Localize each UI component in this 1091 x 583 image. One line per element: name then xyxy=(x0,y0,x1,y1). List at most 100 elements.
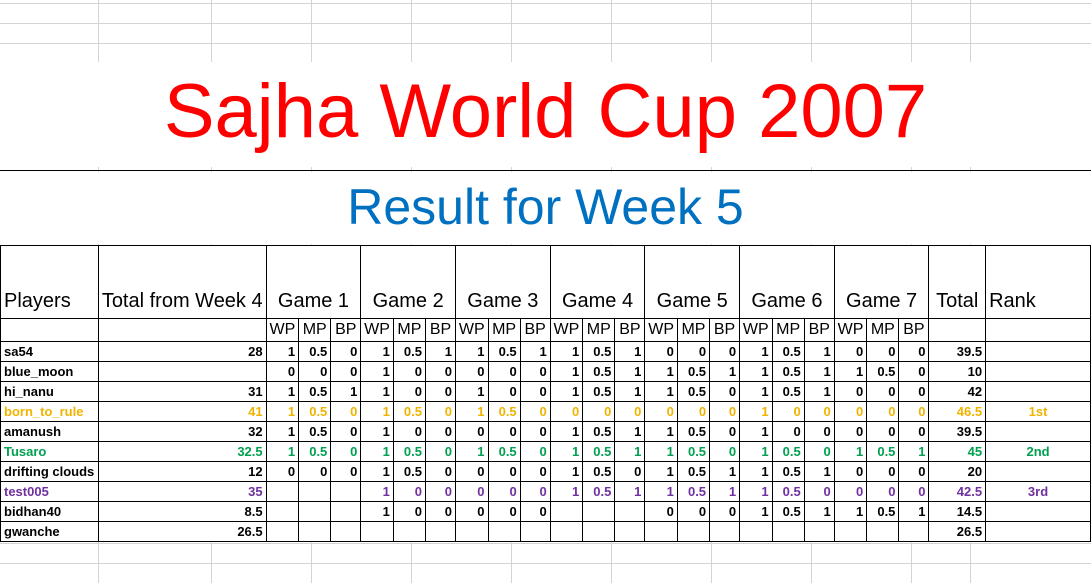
header-total[interactable]: Total xyxy=(928,245,987,319)
game-7-mp[interactable]: 0.5 xyxy=(866,501,900,522)
game-5-wp[interactable]: 0 xyxy=(644,341,678,362)
game-7-wp[interactable]: 0 xyxy=(833,381,868,402)
game-3-wp[interactable] xyxy=(455,521,489,542)
player-name[interactable]: hi_nanu xyxy=(0,381,99,402)
game-1-bp[interactable]: 0 xyxy=(330,401,362,422)
game-7-bp[interactable]: 0 xyxy=(898,361,930,382)
game-1-wp[interactable] xyxy=(265,481,300,502)
blank-cell[interactable] xyxy=(97,318,267,342)
game-7-wp[interactable]: 1 xyxy=(833,501,868,522)
game-5-wp[interactable]: 1 xyxy=(644,381,678,402)
total-from-week-4[interactable]: 35 xyxy=(97,481,267,502)
game-7-mp[interactable]: 0 xyxy=(866,381,900,402)
subheader-mp[interactable]: MP xyxy=(676,318,711,342)
game-3-wp[interactable]: 0 xyxy=(455,481,489,502)
game-7-bp[interactable] xyxy=(898,521,930,542)
game-7-wp[interactable]: 0 xyxy=(833,341,868,362)
game-1-wp[interactable]: 1 xyxy=(265,381,300,402)
blank-cell[interactable] xyxy=(0,318,99,342)
total-from-week-4[interactable]: 26.5 xyxy=(97,521,267,542)
game-7-mp[interactable]: 0 xyxy=(866,481,900,502)
game-6-bp[interactable]: 1 xyxy=(803,461,835,482)
total-from-week-4[interactable]: 8.5 xyxy=(97,501,267,522)
game-5-mp[interactable]: 0.5 xyxy=(676,461,711,482)
game-7-bp[interactable]: 0 xyxy=(898,401,930,422)
game-1-mp[interactable]: 0.5 xyxy=(298,341,332,362)
game-2-mp[interactable]: 0 xyxy=(392,361,426,382)
game-4-wp[interactable]: 0 xyxy=(549,401,584,422)
game-4-bp[interactable]: 1 xyxy=(614,441,646,462)
game-3-mp[interactable]: 0 xyxy=(487,481,521,502)
game-6-mp[interactable]: 0.5 xyxy=(771,381,805,402)
game-3-mp[interactable]: 0.5 xyxy=(487,341,521,362)
game-1-bp[interactable]: 0 xyxy=(330,421,362,442)
game-3-bp[interactable]: 0 xyxy=(519,461,551,482)
game-7-wp[interactable]: 1 xyxy=(833,441,868,462)
subheader-wp[interactable]: WP xyxy=(265,318,300,342)
game-3-bp[interactable]: 0 xyxy=(519,481,551,502)
game-7-mp[interactable]: 0.5 xyxy=(866,441,900,462)
game-3-wp[interactable]: 0 xyxy=(455,461,489,482)
game-4-bp[interactable]: 1 xyxy=(614,481,646,502)
game-5-bp[interactable]: 0 xyxy=(709,441,741,462)
game-1-bp[interactable] xyxy=(330,481,362,502)
game-5-mp[interactable] xyxy=(676,521,711,542)
game-7-wp[interactable]: 0 xyxy=(833,421,868,442)
rank-cell[interactable]: 2nd xyxy=(985,441,1091,462)
game-4-wp[interactable] xyxy=(549,521,584,542)
game-5-mp[interactable]: 0.5 xyxy=(676,421,711,442)
total-from-week-4[interactable]: 31 xyxy=(97,381,267,402)
game-6-wp[interactable]: 1 xyxy=(739,461,773,482)
game-1-bp[interactable]: 0 xyxy=(330,341,362,362)
total-from-week-4[interactable]: 28 xyxy=(97,341,267,362)
game-5-wp[interactable]: 0 xyxy=(644,501,678,522)
game-2-mp[interactable]: 0 xyxy=(392,501,426,522)
rank-cell[interactable]: 3rd xyxy=(985,481,1091,502)
game-3-bp[interactable]: 1 xyxy=(519,341,551,362)
game-5-wp[interactable]: 1 xyxy=(644,441,678,462)
game-5-bp[interactable]: 0 xyxy=(709,341,741,362)
game-3-bp[interactable] xyxy=(519,521,551,542)
game-6-mp[interactable]: 0.5 xyxy=(771,441,805,462)
game-2-bp[interactable] xyxy=(424,521,457,542)
game-1-mp[interactable]: 0.5 xyxy=(298,401,332,422)
game-1-wp[interactable]: 0 xyxy=(265,361,300,382)
header-total-from[interactable]: Total from Week 4 xyxy=(97,245,267,319)
game-7-wp[interactable]: 1 xyxy=(833,361,868,382)
game-5-wp[interactable]: 1 xyxy=(644,421,678,442)
game-3-bp[interactable]: 0 xyxy=(519,361,551,382)
game-6-bp[interactable]: 0 xyxy=(803,441,835,462)
game-5-bp[interactable]: 0 xyxy=(709,381,741,402)
game-4-bp[interactable]: 1 xyxy=(614,341,646,362)
game-6-wp[interactable]: 1 xyxy=(739,401,773,422)
game-3-bp[interactable]: 0 xyxy=(519,401,551,422)
game-5-bp[interactable] xyxy=(709,521,741,542)
game-4-mp[interactable] xyxy=(582,521,616,542)
game-3-bp[interactable]: 0 xyxy=(519,441,551,462)
game-1-bp[interactable]: 1 xyxy=(330,381,362,402)
total-cell[interactable]: 14.5 xyxy=(928,501,987,522)
game-4-mp[interactable]: 0.5 xyxy=(582,341,616,362)
game-7-wp[interactable] xyxy=(833,521,868,542)
game-5-wp[interactable]: 1 xyxy=(644,481,678,502)
game-6-bp[interactable]: 0 xyxy=(803,481,835,502)
subheader-wp[interactable]: WP xyxy=(360,318,394,342)
game-7-bp[interactable]: 0 xyxy=(898,341,930,362)
total-from-week-4[interactable]: 32 xyxy=(97,421,267,442)
game-6-wp[interactable]: 1 xyxy=(739,361,773,382)
game-3-wp[interactable]: 1 xyxy=(455,381,489,402)
game-2-wp[interactable]: 1 xyxy=(360,361,394,382)
game-6-wp[interactable]: 1 xyxy=(739,441,773,462)
subheader-bp[interactable]: BP xyxy=(519,318,551,342)
game-4-bp[interactable]: 0 xyxy=(614,401,646,422)
game-6-mp[interactable]: 0.5 xyxy=(771,361,805,382)
game-4-wp[interactable] xyxy=(549,501,584,522)
game-4-bp[interactable]: 1 xyxy=(614,381,646,402)
game-1-wp[interactable] xyxy=(265,501,300,522)
total-cell[interactable]: 42 xyxy=(928,381,987,402)
game-6-bp[interactable]: 1 xyxy=(803,361,835,382)
game-5-bp[interactable]: 1 xyxy=(709,461,741,482)
header-game-2[interactable]: Game 2 xyxy=(360,245,456,319)
game-2-bp[interactable]: 0 xyxy=(424,501,457,522)
subheader-bp[interactable]: BP xyxy=(330,318,362,342)
